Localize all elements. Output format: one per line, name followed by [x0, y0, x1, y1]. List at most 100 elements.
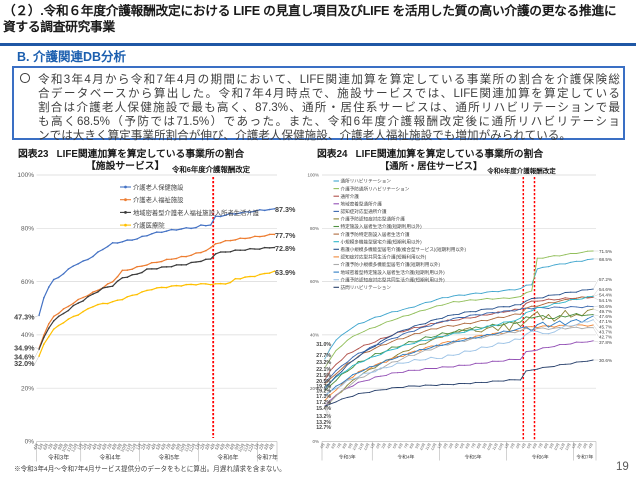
svg-text:介護予防認知症対応型通所介護: 介護予防認知症対応型通所介護: [341, 216, 406, 223]
svg-text:1月: 1月: [253, 443, 262, 452]
svg-text:72.8%: 72.8%: [275, 244, 296, 253]
svg-text:7月: 7月: [224, 443, 233, 452]
svg-text:11月: 11月: [65, 443, 75, 454]
svg-text:23.2%: 23.2%: [316, 360, 331, 366]
svg-text:介護医療院: 介護医療院: [133, 221, 165, 230]
svg-text:22.1%: 22.1%: [316, 367, 331, 373]
svg-text:6月: 6月: [219, 443, 228, 452]
svg-text:4月: 4月: [386, 442, 393, 449]
svg-text:10月: 10月: [237, 443, 247, 454]
svg-text:9月: 9月: [174, 443, 183, 452]
svg-text:10月: 10月: [418, 442, 426, 451]
svg-text:8月: 8月: [341, 442, 348, 449]
svg-text:3月: 3月: [581, 442, 588, 449]
svg-text:令和3年: 令和3年: [339, 454, 356, 461]
svg-text:訪問リハビリテーション: 訪問リハビリテーション: [341, 284, 392, 291]
svg-text:4月: 4月: [453, 442, 460, 449]
svg-text:19.7%: 19.7%: [316, 384, 331, 390]
svg-text:80%: 80%: [310, 226, 319, 231]
svg-text:5月: 5月: [458, 442, 465, 449]
svg-text:7月: 7月: [165, 443, 174, 452]
svg-text:地域密着型特定施設入居者生活介護(短期利用以外): 地域密着型特定施設入居者生活介護(短期利用以外): [341, 269, 446, 276]
svg-text:20%: 20%: [310, 386, 319, 391]
svg-text:通所リハビリテーション: 通所リハビリテーション: [341, 178, 392, 185]
svg-text:9月: 9月: [57, 443, 66, 452]
svg-text:令和6年度介護報酬改定: 令和6年度介護報酬改定: [171, 165, 251, 174]
svg-text:12月: 12月: [362, 442, 370, 451]
svg-text:8月: 8月: [111, 443, 120, 452]
svg-text:令和5年: 令和5年: [464, 454, 481, 461]
svg-text:2月: 2月: [140, 443, 149, 452]
svg-text:5月: 5月: [155, 443, 164, 452]
svg-text:特定施設入居者生活介護(短期利用以外): 特定施設入居者生活介護(短期利用以外): [341, 223, 423, 230]
svg-text:令和5年: 令和5年: [158, 454, 179, 462]
svg-text:47.1%: 47.1%: [599, 319, 612, 324]
svg-text:令和7年: 令和7年: [257, 454, 278, 462]
svg-text:5月: 5月: [525, 442, 532, 449]
svg-text:1月: 1月: [503, 442, 510, 449]
svg-text:令和7年: 令和7年: [576, 454, 593, 461]
svg-text:10月: 10月: [485, 442, 493, 451]
svg-text:50.6%: 50.6%: [599, 304, 612, 309]
svg-text:60%: 60%: [21, 279, 34, 286]
svg-text:7月: 7月: [47, 443, 56, 452]
svg-text:令和4年: 令和4年: [99, 454, 120, 462]
svg-text:4月: 4月: [520, 442, 527, 449]
svg-text:12月: 12月: [429, 442, 437, 451]
svg-text:77.7%: 77.7%: [275, 231, 296, 240]
svg-text:通所介護: 通所介護: [341, 193, 360, 200]
svg-text:地域密着型介護老人福祉施設入所者生活介護: 地域密着型介護老人福祉施設入所者生活介護: [133, 208, 260, 217]
svg-text:40%: 40%: [310, 333, 319, 338]
svg-text:13.2%: 13.2%: [316, 414, 331, 420]
svg-text:介護予防認知症対応型共同生活介護(短期利用以外): 介護予防認知症対応型共同生活介護(短期利用以外): [341, 276, 446, 283]
svg-text:12月: 12月: [564, 442, 572, 451]
svg-text:9月: 9月: [116, 443, 125, 452]
svg-text:6月: 6月: [42, 443, 51, 452]
svg-text:7月: 7月: [335, 442, 342, 449]
svg-text:71.5%: 71.5%: [599, 249, 612, 254]
svg-text:54.1%: 54.1%: [599, 298, 612, 303]
svg-text:3月: 3月: [514, 442, 521, 449]
svg-text:2月: 2月: [576, 442, 583, 449]
svg-text:介護老人福祉施設: 介護老人福祉施設: [133, 195, 184, 204]
svg-text:3月: 3月: [145, 443, 154, 452]
svg-text:31.0%: 31.0%: [316, 342, 331, 348]
svg-text:12月: 12月: [247, 443, 257, 454]
svg-text:34.9%: 34.9%: [14, 343, 35, 352]
svg-text:6月: 6月: [531, 442, 538, 449]
svg-text:100%: 100%: [307, 173, 319, 178]
svg-text:6月: 6月: [464, 442, 471, 449]
svg-text:30.6%: 30.6%: [599, 358, 612, 363]
svg-text:15.4%: 15.4%: [316, 406, 331, 412]
svg-text:令和6年: 令和6年: [217, 454, 238, 462]
svg-text:介護老人保健施設: 介護老人保健施設: [133, 182, 184, 191]
svg-text:11月: 11月: [357, 442, 365, 451]
svg-text:63.9%: 63.9%: [275, 268, 296, 277]
svg-text:100%: 100%: [17, 172, 34, 179]
svg-text:10月: 10月: [119, 443, 129, 454]
svg-text:令和4年: 令和4年: [397, 454, 414, 461]
svg-text:3月: 3月: [86, 443, 95, 452]
svg-text:80%: 80%: [21, 226, 34, 233]
svg-text:37.8%: 37.8%: [599, 340, 612, 345]
svg-text:13.2%: 13.2%: [316, 420, 331, 426]
svg-text:54.4%: 54.4%: [599, 292, 612, 297]
svg-text:11月: 11月: [242, 443, 252, 454]
svg-text:11月: 11月: [491, 442, 499, 451]
svg-text:1月: 1月: [194, 443, 203, 452]
svg-text:42.7%: 42.7%: [599, 334, 612, 339]
svg-text:11月: 11月: [424, 442, 432, 451]
svg-text:17.2%: 17.2%: [316, 400, 331, 406]
svg-text:3月: 3月: [204, 443, 213, 452]
svg-text:6月: 6月: [397, 442, 404, 449]
svg-text:6月: 6月: [101, 443, 110, 452]
svg-text:2月: 2月: [199, 443, 208, 452]
svg-text:6月: 6月: [160, 443, 169, 452]
svg-text:8月: 8月: [52, 443, 61, 452]
svg-text:4月: 4月: [150, 443, 159, 452]
svg-text:8月: 8月: [228, 443, 237, 452]
svg-text:1月: 1月: [369, 442, 376, 449]
svg-text:45.7%: 45.7%: [599, 324, 612, 329]
svg-text:2月: 2月: [258, 443, 267, 452]
svg-text:6月: 6月: [330, 442, 337, 449]
